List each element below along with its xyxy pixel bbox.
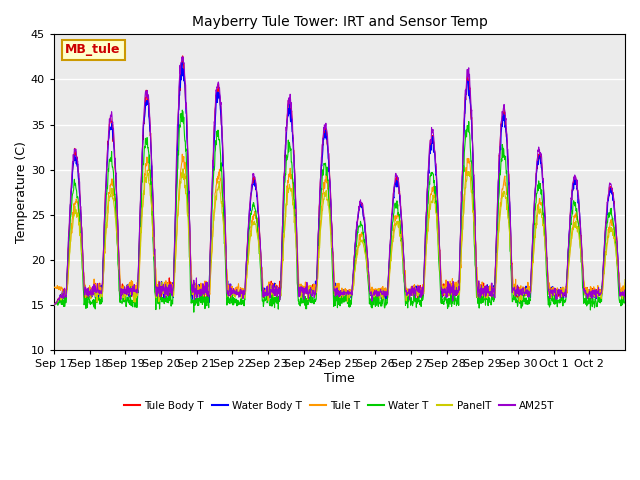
Tule T [621, 280, 629, 286]
PanelT [475, 287, 483, 293]
Tule T [179, 151, 186, 157]
PanelT [179, 166, 187, 172]
Text: MB_tule: MB_tule [65, 43, 121, 56]
Tule T [559, 289, 566, 295]
Water T [190, 309, 198, 315]
Line: Tule Body T: Tule Body T [54, 56, 625, 305]
Water T [325, 202, 333, 208]
Title: Mayberry Tule Tower: IRT and Sensor Temp: Mayberry Tule Tower: IRT and Sensor Temp [191, 15, 488, 29]
Water T [50, 302, 58, 308]
Y-axis label: Temperature (C): Temperature (C) [15, 141, 28, 243]
AM25T [325, 151, 333, 156]
AM25T [475, 287, 483, 292]
Water Body T [621, 288, 629, 293]
Water Body T [140, 128, 147, 134]
Line: Water Body T: Water Body T [54, 62, 625, 305]
Water T [179, 107, 186, 113]
PanelT [140, 197, 147, 203]
AM25T [50, 302, 58, 308]
Line: Water T: Water T [54, 110, 625, 312]
Water Body T [614, 256, 622, 262]
Tule Body T [314, 239, 322, 245]
X-axis label: Time: Time [324, 372, 355, 385]
PanelT [621, 277, 629, 283]
PanelT [50, 302, 58, 308]
Tule T [475, 281, 483, 287]
Tule T [273, 296, 280, 301]
Line: Tule T: Tule T [54, 154, 625, 299]
Water T [315, 236, 323, 241]
Line: PanelT: PanelT [54, 169, 625, 305]
Water Body T [558, 295, 566, 301]
Tule T [140, 191, 147, 196]
AM25T [621, 297, 629, 302]
Tule Body T [475, 287, 483, 293]
Tule T [325, 195, 333, 201]
Tule Body T [614, 260, 622, 265]
Water T [614, 282, 622, 288]
Water Body T [475, 284, 483, 289]
Water Body T [325, 168, 333, 174]
AM25T [314, 232, 322, 238]
AM25T [558, 290, 566, 296]
PanelT [558, 293, 566, 299]
Legend: Tule Body T, Water Body T, Tule T, Water T, PanelT, AM25T: Tule Body T, Water Body T, Tule T, Water… [120, 396, 559, 415]
Tule Body T [50, 302, 58, 308]
Tule T [614, 266, 622, 272]
AM25T [614, 256, 622, 262]
Tule Body T [179, 53, 186, 59]
Tule T [315, 254, 323, 260]
Tule Body T [621, 284, 629, 290]
Water Body T [314, 243, 322, 249]
Water T [475, 290, 483, 296]
Line: AM25T: AM25T [54, 57, 625, 305]
Tule Body T [558, 290, 566, 296]
PanelT [314, 262, 322, 268]
PanelT [614, 267, 622, 273]
Tule Body T [140, 136, 147, 142]
Water Body T [50, 302, 58, 308]
AM25T [178, 54, 186, 60]
Water T [140, 161, 147, 167]
Tule T [50, 284, 58, 290]
AM25T [140, 120, 147, 126]
Water T [559, 290, 566, 296]
Tule Body T [325, 156, 333, 161]
PanelT [325, 205, 333, 211]
Water Body T [178, 60, 186, 65]
Water T [621, 300, 629, 305]
